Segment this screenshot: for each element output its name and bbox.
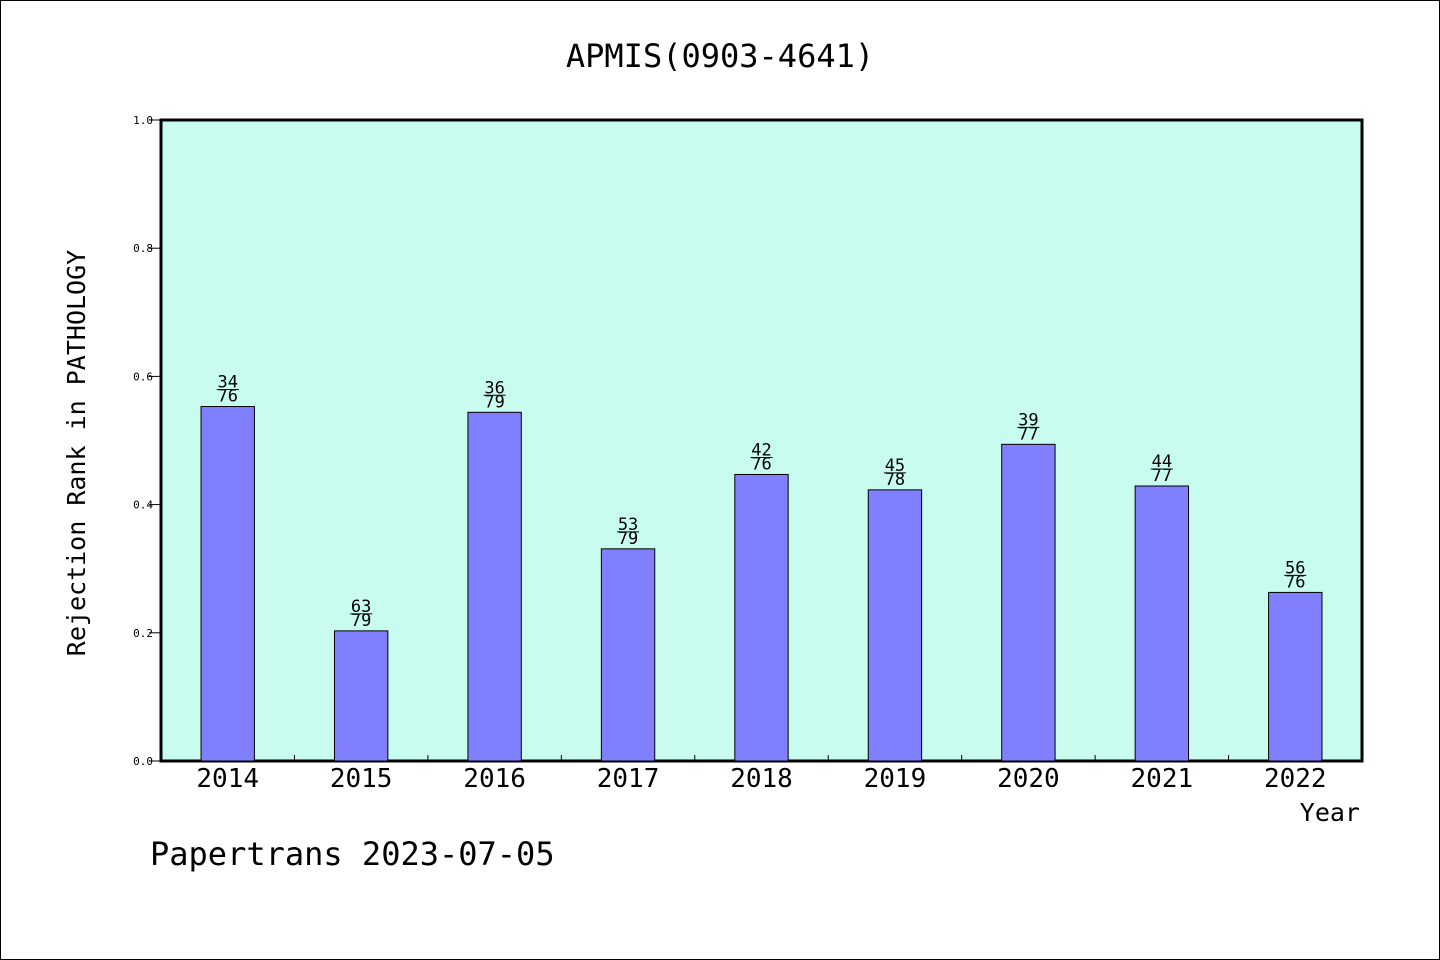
x-tick-label: 2019 <box>864 764 927 794</box>
bar-label-rank: 36 <box>484 378 504 398</box>
x-tick-label: 2022 <box>1264 764 1327 794</box>
x-tick-label: 2015 <box>330 764 393 794</box>
y-tick-label: 1.0 <box>133 114 153 127</box>
bar-label-total: 78 <box>885 470 905 490</box>
bar-2019 <box>867 489 923 762</box>
y-axis: 0.0 0.2 0.4 0.6 0.8 1.0 <box>133 114 161 768</box>
x-tick-label: 2014 <box>196 764 259 794</box>
y-tick-label: 0.0 <box>133 755 153 768</box>
bar-label-rank: 53 <box>618 515 638 535</box>
bar-2014 <box>200 406 255 762</box>
bar-2017 <box>600 548 656 762</box>
bar-label-rank: 39 <box>1018 410 1038 430</box>
bar-label-rank: 44 <box>1152 452 1172 472</box>
bar-2022 <box>1268 591 1323 762</box>
bar-label-rank: 45 <box>885 456 905 476</box>
bar-label-total: 76 <box>217 387 237 407</box>
bar-label-total: 76 <box>751 454 771 474</box>
bar-2018 <box>734 473 789 762</box>
x-tick-label: 2016 <box>463 764 526 794</box>
bar-label-rank: 56 <box>1285 558 1305 578</box>
x-axis: 2014 2015 2016 2017 2018 2019 2020 2021 2022 <box>196 755 1327 794</box>
bar-label-rank: 42 <box>751 440 771 460</box>
bar-label-rank: 63 <box>351 597 371 617</box>
bar-label-total: 77 <box>1018 424 1038 444</box>
bar-label-rank: 34 <box>217 373 237 393</box>
bar-2020 <box>1001 443 1056 762</box>
x-tick-label: 2018 <box>730 764 793 794</box>
bar-2015 <box>333 630 389 762</box>
x-axis-label: Year <box>1300 798 1360 827</box>
x-tick-label: 2017 <box>597 764 660 794</box>
y-tick-label: 0.4 <box>133 499 153 512</box>
y-tick-label: 0.6 <box>133 370 153 383</box>
x-tick-label: 2020 <box>997 764 1060 794</box>
chart-title: APMIS(0903-4641) <box>566 37 874 75</box>
bar-label-total: 76 <box>1285 572 1305 592</box>
bar-label-total: 79 <box>484 392 504 412</box>
bars <box>200 406 1323 762</box>
y-tick-label: 0.8 <box>133 242 153 255</box>
x-tick-label: 2021 <box>1131 764 1194 794</box>
bar-label-total: 77 <box>1152 466 1172 486</box>
y-tick-label: 0.2 <box>133 627 153 640</box>
bar-label-total: 79 <box>351 611 371 631</box>
y-axis-label: Rejection Rank in PATHOLOGY <box>62 250 91 656</box>
bar-2021 <box>1134 485 1190 762</box>
footer-text: Papertrans 2023-07-05 <box>150 835 555 873</box>
bar-label-total: 79 <box>618 529 638 549</box>
bar-2016 <box>467 411 522 762</box>
